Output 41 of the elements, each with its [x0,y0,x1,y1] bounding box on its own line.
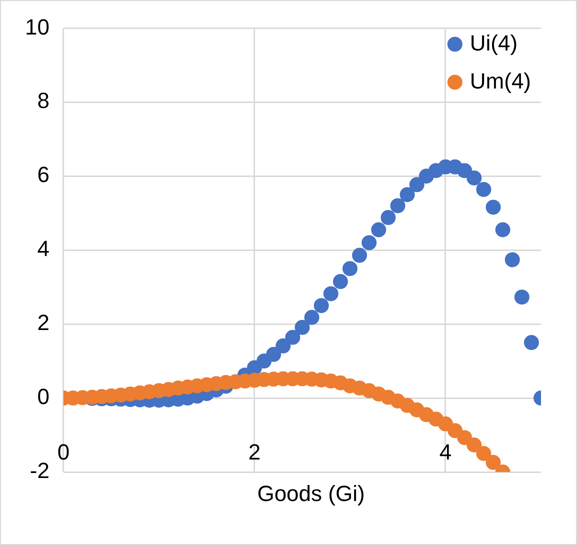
y-tick-label: 0 [37,384,50,410]
y-tick-label: 2 [37,310,50,336]
legend-label: Ui(4) [470,30,518,56]
point [276,338,291,354]
point [486,454,501,470]
y-tick-label: 8 [37,88,50,114]
point [409,177,424,192]
point [285,330,300,345]
point [466,170,482,186]
point [524,335,539,350]
point [504,252,520,268]
point [476,182,492,197]
point [371,222,386,238]
point [342,261,358,276]
x-tick-label: 4 [439,439,452,464]
point [486,200,501,215]
y-tick-label: 6 [37,162,50,188]
y-tick-label: -2 [30,458,50,484]
point [466,438,482,452]
point [380,210,396,226]
point [266,346,282,362]
y-tick-label: 4 [37,236,50,262]
point [314,298,329,314]
x-tick-label: 2 [248,439,261,464]
point [476,446,492,462]
point [294,320,310,335]
point [323,286,338,302]
point [390,198,406,214]
point [352,248,368,263]
point [400,187,415,202]
x-tick-label: 0 [57,439,70,464]
point [362,235,377,250]
point [514,290,530,305]
legend-label: Um(4) [470,68,532,94]
x-axis-title: Goods (Gi) [256,481,366,507]
point [495,222,510,238]
point [332,274,348,290]
point [457,430,472,446]
y-tick-label: 10 [24,14,50,40]
point [457,163,472,178]
point [304,310,320,325]
